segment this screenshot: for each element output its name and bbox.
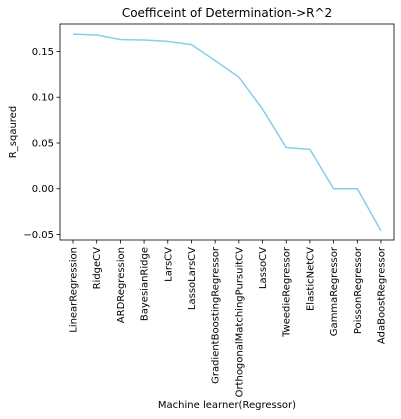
plot-area-frame (59, 23, 395, 241)
x-tick-label: GradientBoostingRegressor (211, 246, 222, 384)
x-tick-label: LassoCV (258, 247, 269, 289)
x-axis-label: Machine learner(Regressor) (158, 400, 296, 411)
y-tick-label: −0.05 (23, 230, 54, 241)
x-tick-label: AdaBoostRegressor (377, 246, 388, 344)
x-tick-label: OrthogonalMatchingPursuitCV (234, 247, 245, 398)
x-tick-label: LinearRegression (69, 247, 80, 333)
y-tick-label: 0.15 (32, 47, 54, 58)
x-tick-label: RidgeCV (92, 247, 103, 290)
x-tick-label: BayesianRidge (140, 247, 151, 321)
y-tick-label: 0.10 (32, 93, 54, 104)
y-tick-label: 0.05 (32, 138, 54, 149)
series-layer (72, 33, 382, 232)
series-line (72, 33, 382, 232)
chart-title: Coefficeint of Determination->R^2 (122, 6, 332, 20)
y-tick-label: 0.00 (32, 184, 54, 195)
x-axis: LinearRegression RidgeCV ARDRegression Baye… (69, 240, 388, 397)
x-tick-label: ElasticNetCV (305, 247, 316, 311)
x-tick-label: PoissonRegressor (353, 246, 364, 334)
y-axis-label: R_sqaured (8, 106, 19, 158)
y-axis: −0.05 0.00 0.05 0.10 0.15 (23, 47, 60, 241)
x-tick-label: LassoLarsCV (187, 247, 198, 310)
x-tick-label: GammaRegressor (329, 246, 340, 336)
x-tick-label: LarsCV (163, 247, 174, 282)
x-tick-label: TweedieRegressor (282, 246, 293, 338)
x-tick-label: ARDRegression (116, 247, 127, 323)
